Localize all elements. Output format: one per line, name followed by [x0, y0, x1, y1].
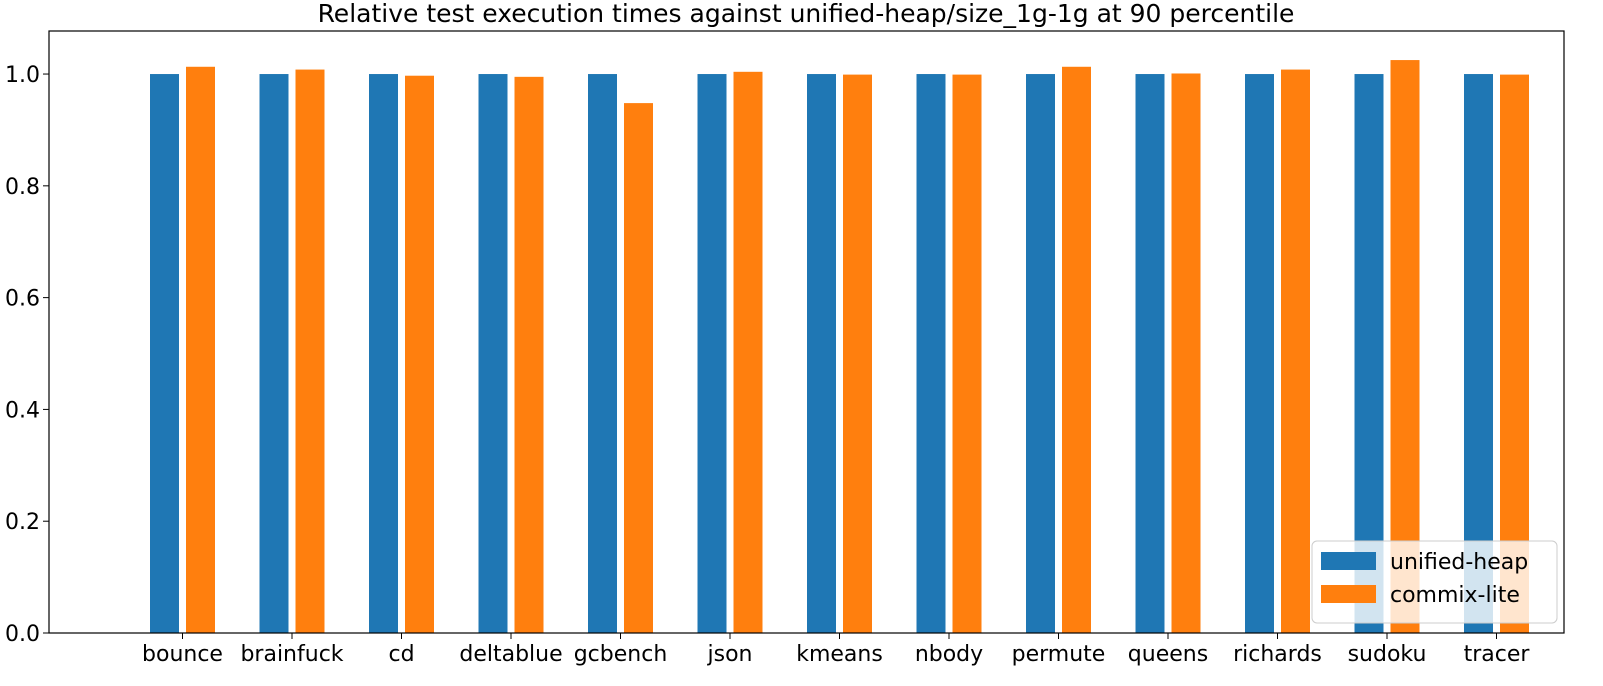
bar-commix-lite-json — [733, 71, 763, 634]
x-tick-label: tracer — [1464, 642, 1531, 667]
legend-label-unified-heap: unified-heap — [1390, 550, 1528, 575]
chart-title: Relative test execution times against un… — [318, 0, 1295, 28]
bar-unified-heap-kmeans — [807, 74, 836, 634]
x-tick-label: brainfuck — [240, 642, 343, 667]
bar-commix-lite-kmeans — [843, 74, 872, 634]
bars-group — [150, 60, 1529, 634]
y-tick-label: 0.8 — [5, 175, 40, 200]
x-tick-label: richards — [1233, 642, 1322, 667]
bar-commix-lite-nbody — [952, 74, 982, 634]
x-tick-label: deltablue — [459, 642, 562, 667]
x-tick-label: kmeans — [796, 642, 883, 667]
plot-frame — [48, 30, 1565, 634]
y-tick-label: 0.0 — [5, 622, 40, 647]
x-tick-label: permute — [1012, 642, 1106, 667]
bar-commix-lite-cd — [405, 75, 434, 634]
bar-commix-lite-richards — [1281, 69, 1310, 634]
bar-unified-heap-tracer — [1464, 74, 1493, 634]
x-tick-label: sudoku — [1348, 642, 1427, 667]
bar-unified-heap-richards — [1245, 74, 1274, 634]
legend-swatch-unified-heap — [1321, 552, 1376, 570]
x-tick-label: bounce — [142, 642, 223, 667]
bar-commix-lite-sudoku — [1390, 60, 1420, 634]
x-tick-label: queens — [1128, 642, 1208, 667]
bar-unified-heap-json — [697, 74, 727, 634]
bar-unified-heap-sudoku — [1354, 74, 1384, 634]
bar-commix-lite-tracer — [1500, 74, 1529, 634]
bar-commix-lite-gcbench — [624, 103, 653, 634]
bar-unified-heap-brainfuck — [259, 74, 289, 634]
bar-unified-heap-cd — [369, 74, 398, 634]
bar-commix-lite-permute — [1062, 66, 1091, 634]
legend-swatch-commix-lite — [1321, 585, 1376, 603]
x-tick-label: json — [707, 642, 753, 667]
x-tick-label: cd — [388, 642, 414, 667]
bar-unified-heap-deltablue — [478, 74, 508, 634]
x-axis: bounce brainfuck cd deltablue gcbench json kme… — [142, 633, 1530, 667]
bar-commix-lite-brainfuck — [295, 69, 325, 634]
y-tick-label: 1.0 — [5, 63, 40, 88]
bar-unified-heap-queens — [1135, 74, 1165, 634]
legend-label-commix-lite: commix-lite — [1390, 583, 1520, 608]
bar-unified-heap-gcbench — [588, 74, 617, 634]
y-tick-label: 0.6 — [5, 287, 40, 312]
y-tick-label: 0.2 — [5, 510, 40, 535]
bar-commix-lite-bounce — [186, 66, 215, 634]
y-tick-label: 0.4 — [5, 398, 40, 423]
legend: unified-heap commix-lite — [1311, 540, 1558, 624]
y-axis: 0.0 0.2 0.4 0.6 0.8 1.0 — [5, 63, 49, 647]
x-tick-label: nbody — [915, 642, 983, 667]
bar-commix-lite-deltablue — [514, 76, 544, 634]
bar-unified-heap-nbody — [916, 74, 946, 634]
bar-unified-heap-bounce — [150, 74, 179, 634]
x-tick-label: gcbench — [574, 642, 668, 667]
bar-commix-lite-queens — [1171, 73, 1201, 634]
bar-unified-heap-permute — [1026, 74, 1055, 634]
